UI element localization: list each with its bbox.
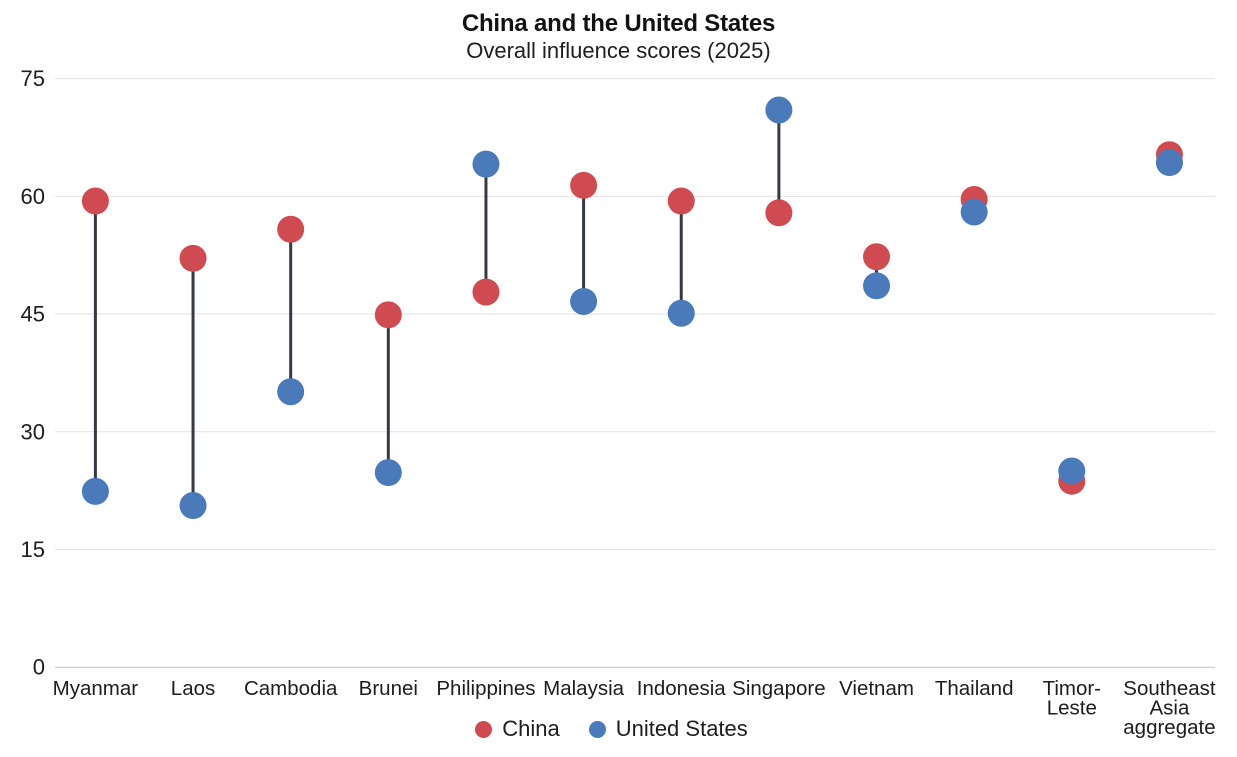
dot-united-states-Philippines[interactable] — [472, 150, 500, 178]
legend: China United States — [0, 715, 1230, 743]
dot-united-states-Laos[interactable] — [179, 492, 207, 520]
x-tick-label-Philippines: Philippines — [436, 677, 535, 700]
dot-united-states-Myanmar[interactable] — [81, 477, 109, 505]
chart-subtitle: Overall influence scores (2025) — [466, 38, 771, 63]
legend-swatch-icon — [475, 720, 493, 738]
x-tick-label-Singapore: Singapore — [732, 677, 825, 700]
legend-label: China — [502, 716, 560, 741]
y-tick-label-15: 15 — [21, 537, 45, 562]
y-tick-label-75: 75 — [21, 66, 45, 91]
chart-header: China and the United States Overall infl… — [0, 11, 1237, 64]
y-tick-label-60: 60 — [21, 184, 45, 209]
legend-item-china[interactable]: China — [475, 715, 560, 743]
x-tick-label-Brunei: Brunei — [359, 677, 418, 700]
y-tick-label-30: 30 — [21, 419, 45, 444]
dot-china-Laos[interactable] — [179, 244, 207, 272]
dot-china-Indonesia[interactable] — [667, 187, 695, 215]
dot-united-states-Vietnam[interactable] — [863, 272, 891, 300]
y-tick-label-45: 45 — [21, 302, 45, 327]
x-tick-label-Southeast Asia aggregate: Southeast Asia aggregate — [1123, 677, 1216, 739]
dot-china-Philippines[interactable] — [472, 278, 500, 306]
x-tick-label-Vietnam: Vietnam — [839, 677, 914, 700]
dot-china-Cambodia[interactable] — [277, 215, 305, 243]
dot-united-states-Timor-Leste[interactable] — [1058, 457, 1086, 485]
dot-united-states-Thailand[interactable] — [960, 198, 988, 226]
dot-united-states-Indonesia[interactable] — [667, 299, 695, 327]
x-tick-label-Laos: Laos — [171, 677, 215, 700]
dot-china-Myanmar[interactable] — [81, 187, 109, 215]
dot-china-Malaysia[interactable] — [570, 171, 598, 199]
x-tick-label-Timor-Leste: Timor-Leste — [1043, 677, 1101, 720]
dot-china-Brunei[interactable] — [374, 301, 402, 329]
legend-label: United States — [615, 716, 748, 741]
x-tick-label-Myanmar: Myanmar — [53, 677, 139, 700]
legend-swatch-icon — [588, 720, 606, 738]
x-tick-label-Malaysia: Malaysia — [543, 677, 624, 700]
chart-title: China and the United States — [461, 10, 776, 37]
dot-united-states-Singapore[interactable] — [765, 96, 793, 124]
x-tick-label-Indonesia: Indonesia — [637, 677, 727, 700]
x-tick-label-Cambodia: Cambodia — [244, 677, 338, 700]
y-tick-label-0: 0 — [33, 655, 45, 680]
legend-item-united-states[interactable]: United States — [588, 715, 748, 743]
dot-united-states-Southeast Asia aggregate[interactable] — [1155, 149, 1183, 177]
dot-china-Vietnam[interactable] — [863, 243, 891, 271]
dot-china-Singapore[interactable] — [765, 199, 793, 227]
dot-united-states-Malaysia[interactable] — [570, 287, 598, 315]
dot-united-states-Cambodia[interactable] — [277, 378, 305, 406]
x-tick-label-Thailand: Thailand — [935, 677, 1014, 700]
dot-united-states-Brunei[interactable] — [374, 459, 402, 487]
